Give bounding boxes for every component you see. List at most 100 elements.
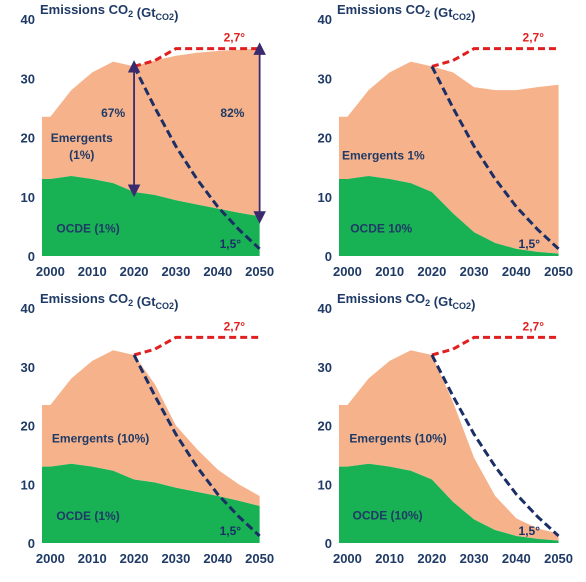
x-tick-label: 2040 [502, 551, 531, 566]
y-tick-label: 40 [318, 301, 332, 316]
x-tick-label: 2000 [36, 551, 65, 566]
y-tick-label: 0 [28, 249, 35, 264]
region-label: (1%) [69, 148, 94, 162]
y-tick-label: 0 [325, 536, 332, 551]
x-tick-label: 2010 [78, 551, 107, 566]
pathway-2-7-label: 2,7° [523, 31, 545, 45]
chart-panel-1: 2,7° 1,5° Emergents (1%) OCDE (1%) 67% 82% 0 10 2… [21, 2, 275, 279]
x-tick-label: 2050 [245, 264, 274, 279]
x-tick-label: 2000 [333, 264, 362, 279]
pathway-2-7-line [133, 335, 260, 357]
pathway-1-5-label: 1,5° [220, 524, 242, 538]
y-tick-label: 0 [325, 249, 332, 264]
pathway-1-5-label: 1,5° [220, 237, 242, 251]
area-ocde-10 [339, 176, 559, 256]
y-tick-label: 30 [318, 71, 332, 86]
title-part: Emissions CO [40, 291, 128, 306]
x-tick-label: 2000 [36, 264, 65, 279]
y-tick-label: 20 [21, 131, 35, 146]
x-tick-label: 2040 [203, 264, 232, 279]
y-tick-label: 20 [318, 131, 332, 146]
y-tick-label: 10 [21, 477, 35, 492]
x-tick-label: 2020 [417, 551, 446, 566]
x-tick-label: 2050 [245, 551, 274, 566]
y-tick-label: 30 [21, 360, 35, 375]
y-tick-label: 40 [21, 301, 35, 316]
pathway-1-5-line [132, 354, 261, 538]
title-part: (Gt [430, 294, 453, 309]
title-subscript: CO2 [453, 12, 472, 22]
chart-panel-4: 2,7°1,5°Emergents (10%)OCDE (10%)0102030… [318, 291, 573, 566]
title-part: ) [471, 297, 475, 312]
y-tick-label: 0 [28, 536, 35, 551]
area-emergents-1 [339, 61, 559, 254]
x-tick-label: 2010 [375, 551, 404, 566]
x-tick-label: 2020 [120, 551, 149, 566]
chart-panel-2: 2,7°1,5°Emergents 1%OCDE 10%010203040200… [318, 2, 573, 279]
region-label: OCDE 10% [350, 221, 412, 235]
x-tick-label: 2050 [544, 551, 573, 566]
x-tick-label: 2010 [78, 264, 107, 279]
y-tick-label: 30 [21, 71, 35, 86]
y-tick-label: 10 [318, 477, 332, 492]
pathway-2-7-label: 2,7° [523, 319, 545, 333]
y-tick-label: 20 [21, 419, 35, 434]
y-tick-label: 40 [21, 12, 35, 27]
x-tick-label: 2030 [161, 264, 190, 279]
region-label: OCDE (10%) [353, 509, 423, 523]
title-part: (Gt [133, 294, 156, 309]
x-tick-label: 2020 [120, 264, 149, 279]
title-subscript: 2 [425, 298, 430, 308]
title-subscript: CO2 [453, 301, 472, 311]
pathway-1-5-line [430, 65, 560, 250]
pathway-1-5-label: 1,5° [519, 524, 541, 538]
title-part: ) [174, 297, 178, 312]
x-tick-label: 2040 [203, 551, 232, 566]
y-tick-label: 10 [21, 190, 35, 205]
chart-title: Emissions CO2 (GtCO2) [337, 291, 475, 312]
title-part: ) [174, 8, 178, 23]
region-label: Emergents 1% [342, 148, 425, 162]
title-part: ) [471, 8, 475, 23]
chart-title: Emissions CO2 (GtCO2) [40, 2, 178, 23]
y-tick-label: 10 [318, 190, 332, 205]
region-label: OCDE (1%) [56, 509, 119, 523]
x-tick-label: 2030 [161, 551, 190, 566]
area-ocde-1 [42, 463, 260, 543]
y-tick-label: 20 [318, 419, 332, 434]
title-part: Emissions CO [337, 291, 425, 306]
pathway-1-5-line [132, 65, 261, 250]
pathway-1-5-line [430, 354, 560, 538]
percentage-annotation: 67% [101, 106, 125, 120]
chart-title: Emissions CO2 (GtCO2) [337, 2, 475, 23]
area-emergents-1 [42, 48, 260, 217]
x-tick-label: 2040 [502, 264, 531, 279]
x-tick-label: 2030 [460, 264, 489, 279]
chart-panel-3: 2,7°1,5°Emergents (10%)OCDE (1%)01020304… [21, 291, 275, 566]
x-tick-label: 2010 [375, 264, 404, 279]
region-label: Emergents [51, 131, 113, 145]
title-subscript: 2 [128, 9, 133, 19]
y-tick-label: 40 [318, 12, 332, 27]
pathway-2-7-label: 2,7° [224, 31, 246, 45]
pathway-2-7-line [431, 47, 559, 68]
chart-title: Emissions CO2 (GtCO2) [40, 291, 178, 312]
x-tick-label: 2030 [460, 551, 489, 566]
title-part: (Gt [430, 5, 453, 20]
title-subscript: 2 [128, 298, 133, 308]
area-ocde-10 [339, 463, 559, 543]
y-tick-label: 30 [318, 360, 332, 375]
region-label: OCDE (1%) [56, 221, 119, 235]
pathway-2-7-line [431, 335, 559, 357]
title-subscript: CO2 [156, 301, 175, 311]
title-part: (Gt [133, 5, 156, 20]
x-tick-label: 2050 [544, 264, 573, 279]
pathway-1-5-label: 1,5° [519, 237, 541, 251]
title-subscript: 2 [425, 9, 430, 19]
region-label: Emergents (10%) [349, 432, 446, 446]
area-ocde-1 [42, 176, 260, 256]
pathway-2-7-line [133, 47, 260, 68]
x-tick-label: 2020 [417, 264, 446, 279]
percentage-annotation: 82% [220, 106, 244, 120]
